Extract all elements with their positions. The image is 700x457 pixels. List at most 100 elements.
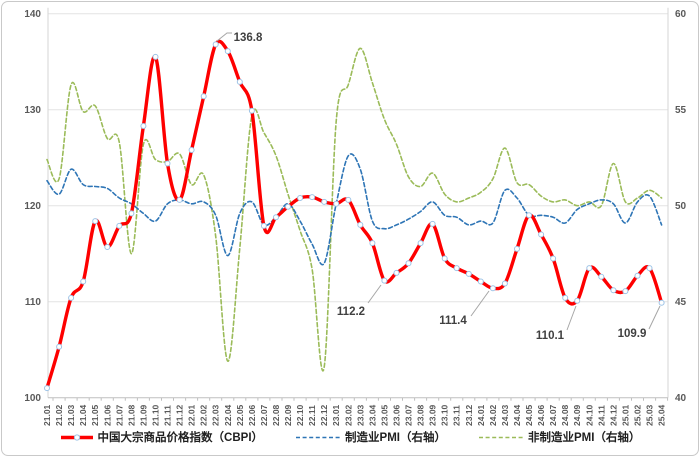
legend-item-manufacturing-pmi[interactable]: 制造业PMI（右轴）: [295, 429, 446, 445]
x-tick-label: 21.03: [66, 404, 76, 426]
x-tick-label: 25.03: [645, 404, 655, 426]
x-tick-label: 23.02: [343, 404, 353, 426]
x-tick-label: 21.01: [42, 404, 52, 426]
data-point-marker: [562, 294, 569, 301]
gridlines: [48, 13, 668, 303]
data-point-marker: [574, 297, 581, 304]
x-tick-label: 22.09: [283, 404, 293, 426]
x-tick-label: 23.05: [379, 404, 389, 426]
data-point-marker: [489, 285, 496, 292]
series-line: [46, 153, 663, 266]
data-point-marker: [514, 245, 520, 252]
x-tick-label: 21.07: [114, 404, 124, 426]
chart-legend: 中国大宗商品价格指数（CBPI） 制造业PMI（右轴） 非制造业PMI（右轴）: [0, 429, 700, 445]
left-tick-label: 110: [25, 297, 42, 308]
data-point-marker: [369, 240, 376, 247]
axes: [47, 7, 669, 401]
data-point-marker: [92, 218, 99, 225]
x-tick-label: 23.08: [416, 404, 426, 426]
x-tick-label: 21.10: [151, 404, 161, 426]
x-tick-label: 21.11: [163, 405, 173, 426]
x-tick-label: 24.06: [536, 404, 546, 426]
data-point-marker: [68, 294, 75, 301]
data-point-marker: [140, 123, 147, 129]
data-point-marker: [477, 278, 484, 285]
x-tick-label: 24.08: [560, 404, 570, 426]
data-point-marker: [188, 147, 195, 153]
legend-item-cbpi[interactable]: 中国大宗商品价格指数（CBPI）: [60, 429, 263, 445]
data-point-marker: [80, 278, 87, 285]
x-tick-label: 25.04: [657, 404, 667, 426]
data-point-marker: [200, 93, 207, 100]
data-point-marker: [429, 220, 436, 227]
data-point-marker: [345, 196, 352, 203]
data-point-marker: [610, 287, 617, 294]
x-tick-label: 21.06: [102, 404, 112, 426]
x-tick-label: 22.10: [295, 404, 305, 426]
x-tick-label: 24.01: [476, 404, 486, 426]
data-point-marker: [586, 265, 593, 272]
left-tick-label: 120: [24, 201, 41, 212]
x-tick-label: 22.12: [319, 404, 329, 426]
annotation-leader: [216, 32, 232, 42]
right-tick-label: 50: [675, 201, 687, 212]
data-point-marker: [152, 53, 159, 60]
left-tick-label: 130: [24, 105, 41, 116]
cbpi-line-swatch: [60, 433, 93, 441]
x-tick-label: 23.04: [367, 404, 377, 426]
x-tick-label: 22.02: [199, 404, 209, 426]
x-tick-label: 24.12: [608, 404, 618, 426]
x-tick-label: 22.05: [235, 404, 245, 426]
data-point-marker: [309, 194, 316, 201]
data-point-marker: [224, 48, 231, 55]
x-tick-label: 23.06: [392, 404, 402, 426]
non-manufacturing-pmi-line-swatch: [478, 436, 523, 438]
x-axis-labels: 21.01 21.02 21.03 21.04 21.05 21.06 21.07 21.08…: [42, 404, 667, 426]
data-point-marker: [176, 196, 183, 203]
x-tick-label: 22.01: [187, 404, 197, 426]
annotation-leader: [470, 290, 490, 317]
x-tick-label: 22.11: [307, 405, 317, 426]
x-tick-label: 24.04: [512, 404, 522, 426]
x-tick-label: 21.05: [90, 404, 100, 426]
x-tick-label: 23.10: [440, 404, 450, 426]
series-0: [44, 39, 665, 392]
data-point-marker: [285, 203, 291, 210]
x-tick-label: 21.08: [126, 404, 136, 426]
data-point-marker: [333, 200, 340, 207]
x-tick-label: 23.12: [464, 404, 474, 426]
data-point-marker: [441, 255, 448, 262]
series-line: [45, 39, 664, 390]
data-point-marker: [273, 214, 279, 221]
data-point-marker: [44, 385, 50, 392]
x-tick-label: 23.07: [404, 404, 414, 426]
x-tick-label: 24.02: [488, 404, 498, 426]
left-axis-labels: 100 110 120 130 140: [24, 9, 41, 404]
data-point-marker: [501, 280, 508, 287]
series-1: [46, 153, 663, 266]
data-point-marker: [405, 260, 412, 267]
data-point-marker: [297, 195, 304, 201]
data-point-marker: [417, 240, 424, 247]
legend-label-cbpi: 中国大宗商品价格指数（CBPI）: [97, 432, 264, 444]
data-point-marker: [116, 222, 123, 229]
x-tick-label: 24.05: [524, 404, 534, 426]
legend-item-non-manufacturing-pmi[interactable]: 非制造业PMI（右轴）: [478, 429, 640, 445]
x-tick-label: 21.02: [54, 404, 64, 426]
x-tick-label: 24.07: [548, 404, 558, 426]
right-tick-label: 60: [675, 9, 687, 20]
x-tick-label: 25.01: [620, 404, 630, 426]
x-tick-label: 21.09: [138, 404, 148, 426]
annotation-label: 136.8: [234, 32, 263, 44]
data-point-marker: [236, 78, 243, 85]
data-point-marker: [550, 255, 557, 262]
data-point-marker: [381, 277, 388, 284]
data-point-marker: [526, 212, 532, 219]
x-tick-label: 24.10: [584, 404, 594, 426]
annotations: 136.8 112.2 111.4 110.1 109.9: [216, 32, 661, 342]
data-point-marker: [357, 221, 364, 228]
data-point-marker: [622, 288, 629, 295]
data-point-marker: [164, 160, 171, 167]
